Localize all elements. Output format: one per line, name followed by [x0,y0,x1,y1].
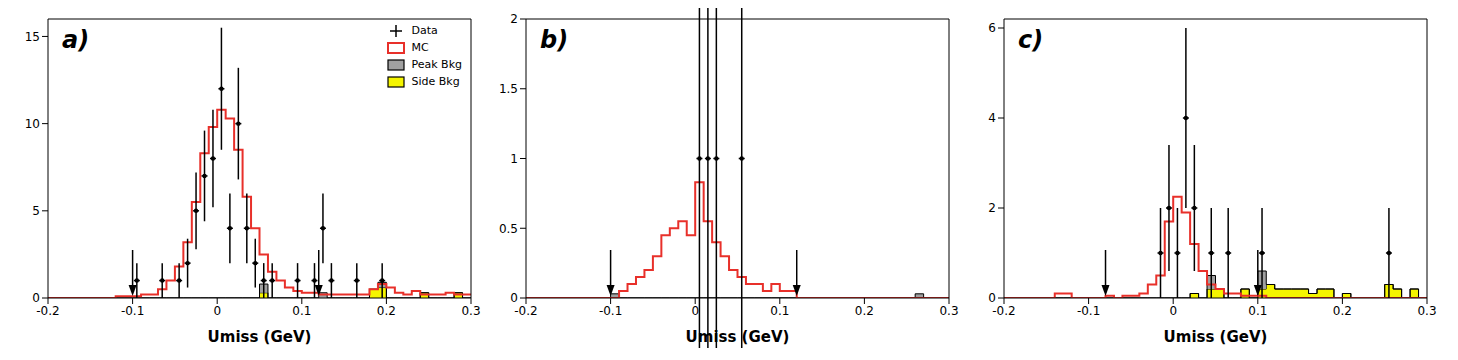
svg-text:Umiss (GeV): Umiss (GeV) [208,328,312,346]
svg-text:1: 1 [510,152,518,166]
svg-text:1.5: 1.5 [499,82,518,96]
svg-text:0: 0 [32,291,40,305]
svg-text:0: 0 [1169,304,1177,318]
svg-text:0.2: 0.2 [377,304,396,318]
html-text:Side Bkg: Side Bkg [411,75,460,88]
svg-text:-0.2: -0.2 [992,304,1015,318]
svg-text:6: 6 [988,21,996,35]
svg-text:-0.2: -0.2 [36,304,59,318]
svg-text:4: 4 [988,111,996,125]
svg-text:0.1: 0.1 [1248,304,1267,318]
svg-text:0.3: 0.3 [939,304,958,318]
html-text:Peak Bkg: Peak Bkg [411,58,462,71]
svg-text:0.1: 0.1 [292,304,311,318]
svg-text:-0.1: -0.1 [121,304,144,318]
svg-text:-0.2: -0.2 [514,304,537,318]
svg-text:0.2: 0.2 [855,304,874,318]
svg-text:Umiss (GeV): Umiss (GeV) [1164,328,1268,346]
svg-text:0: 0 [691,304,699,318]
svg-text:-0.1: -0.1 [599,304,622,318]
svg-text:10: 10 [25,117,40,131]
html-text:MC: MC [411,41,429,54]
svg-text:0: 0 [510,291,518,305]
html-text:Data: Data [411,24,438,37]
svg-text:5: 5 [32,204,40,218]
html-text:b): b) [540,26,569,54]
svg-text:2: 2 [988,201,996,215]
svg-text:2: 2 [510,12,518,26]
svg-text:0.2: 0.2 [1333,304,1352,318]
svg-text:0: 0 [213,304,221,318]
svg-text:-0.1: -0.1 [1077,304,1100,318]
html-text:c): c) [1018,26,1044,54]
svg-text:0.5: 0.5 [499,222,518,236]
svg-text:15: 15 [25,30,40,44]
svg-text:Umiss (GeV): Umiss (GeV) [686,328,790,346]
svg-text:0: 0 [988,291,996,305]
svg-text:0.1: 0.1 [770,304,789,318]
svg-text:0.3: 0.3 [461,304,480,318]
svg-text:0.3: 0.3 [1417,304,1436,318]
html-text:a): a) [62,26,90,54]
